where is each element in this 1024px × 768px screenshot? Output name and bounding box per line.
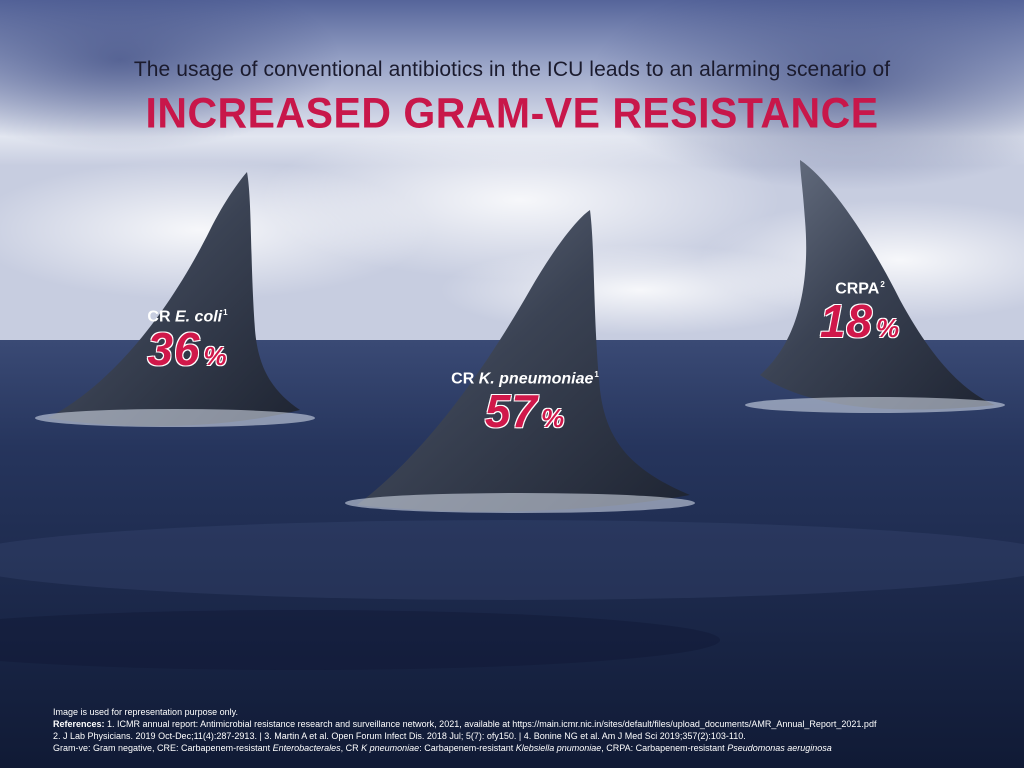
stat-cr-ecoli: CR E. coli1 36% [115,308,260,372]
stat-label: CRPA2 [835,280,885,298]
references-line-1: References: 1. ICMR annual report: Antim… [53,719,877,729]
abbreviations: Gram-ve: Gram negative, CRE: Carbapenem-… [53,743,832,753]
subtitle: The usage of conventional antibiotics in… [133,58,891,81]
footer-notes: Image is used for representation purpose… [53,706,993,754]
stat-value: 36% [147,323,228,376]
stat-cr-kpneumoniae: CR K. pneumoniae1 57% [445,370,605,434]
stat-label: CR E. coli1 [147,308,228,326]
shark-fin-left [48,172,300,427]
stat-value: 18% [819,295,901,348]
shark-fin-middle [357,210,690,512]
references-line-2: 2. J Lab Physicians. 2019 Oct-Dec;11(4):… [53,731,746,741]
stat-crpa: CRPA2 18% [790,280,930,344]
stat-value: 57% [484,385,566,438]
shark-fin-right [760,160,995,410]
stat-label: CR K. pneumoniae1 [451,370,599,388]
main-title: INCREASED GRAM-VE RESISTANCE [145,88,879,138]
headline: The usage of conventional antibiotics in… [0,58,1024,137]
disclaimer: Image is used for representation purpose… [53,707,238,717]
